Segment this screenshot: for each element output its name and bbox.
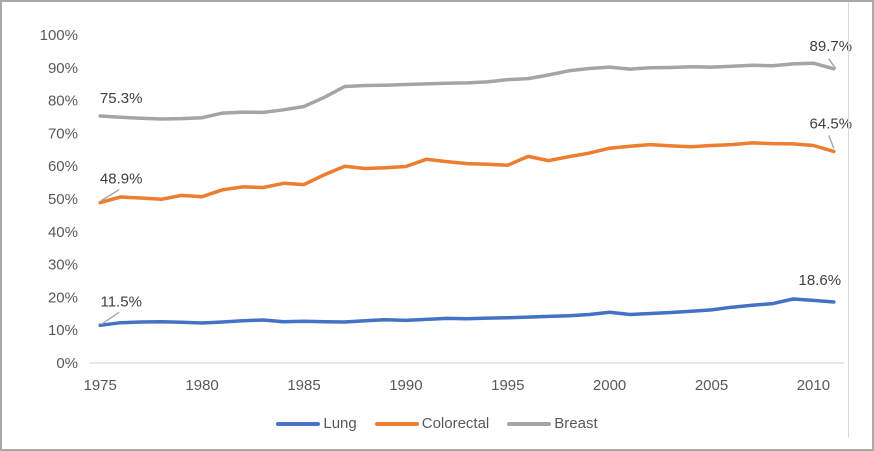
data-label-leader-line — [100, 189, 120, 202]
y-axis-tick-label: 30% — [48, 257, 78, 274]
x-axis-tick-label: 2005 — [695, 377, 728, 394]
legend-line-marker-colorectal — [374, 422, 419, 426]
x-axis-tick-label: 1990 — [389, 377, 422, 394]
x-axis-tick-label: 1975 — [84, 377, 117, 394]
data-label-colorectal: 64.5% — [810, 115, 853, 132]
x-axis-tick-label: 1995 — [491, 377, 524, 394]
right-cell-border — [848, 2, 849, 438]
legend-label-lung: Lung — [323, 415, 357, 432]
y-axis-tick-label: 10% — [48, 322, 78, 339]
data-label-leader-line — [828, 135, 835, 149]
y-axis-tick-label: 20% — [48, 289, 78, 306]
x-axis-tick-label: 1980 — [185, 377, 218, 394]
x-axis-tick-label: 2000 — [593, 377, 626, 394]
x-axis-tick-label: 2010 — [797, 377, 830, 394]
legend-line-marker-lung — [276, 422, 321, 426]
data-label-colorectal: 48.9% — [100, 171, 143, 188]
series-line-colorectal — [98, 141, 836, 205]
legend-item-breast: Breast — [507, 415, 598, 433]
y-axis-tick-label: 40% — [48, 224, 78, 241]
data-label-leader-line — [828, 58, 837, 70]
data-label-breast: 89.7% — [810, 38, 853, 55]
y-axis-tick-label: 60% — [48, 158, 78, 175]
y-axis-tick-label: 0% — [56, 355, 78, 372]
y-axis-tick-label: 90% — [48, 60, 78, 77]
legend-label-breast: Breast — [554, 415, 598, 432]
data-label-leader-line — [100, 311, 120, 325]
series-line-lung — [98, 297, 836, 328]
legend-item-lung: Lung — [276, 415, 357, 433]
data-label-lung: 11.5% — [100, 293, 141, 310]
legend-line-marker-breast — [507, 422, 552, 426]
y-axis-tick-label: 100% — [40, 27, 78, 44]
series-line-breast — [98, 61, 836, 121]
data-label-lung: 18.6% — [799, 272, 842, 289]
data-label-breast: 75.3% — [100, 90, 143, 107]
y-axis-tick-label: 50% — [48, 191, 78, 208]
chart-legend: Lung Colorectal Breast — [2, 414, 872, 434]
x-axis-tick-label: 1985 — [287, 377, 320, 394]
y-axis-tick-label: 70% — [48, 125, 78, 142]
y-axis-tick-label: 80% — [48, 93, 78, 110]
legend-item-colorectal: Colorectal — [374, 415, 490, 433]
legend-label-colorectal: Colorectal — [421, 415, 490, 432]
